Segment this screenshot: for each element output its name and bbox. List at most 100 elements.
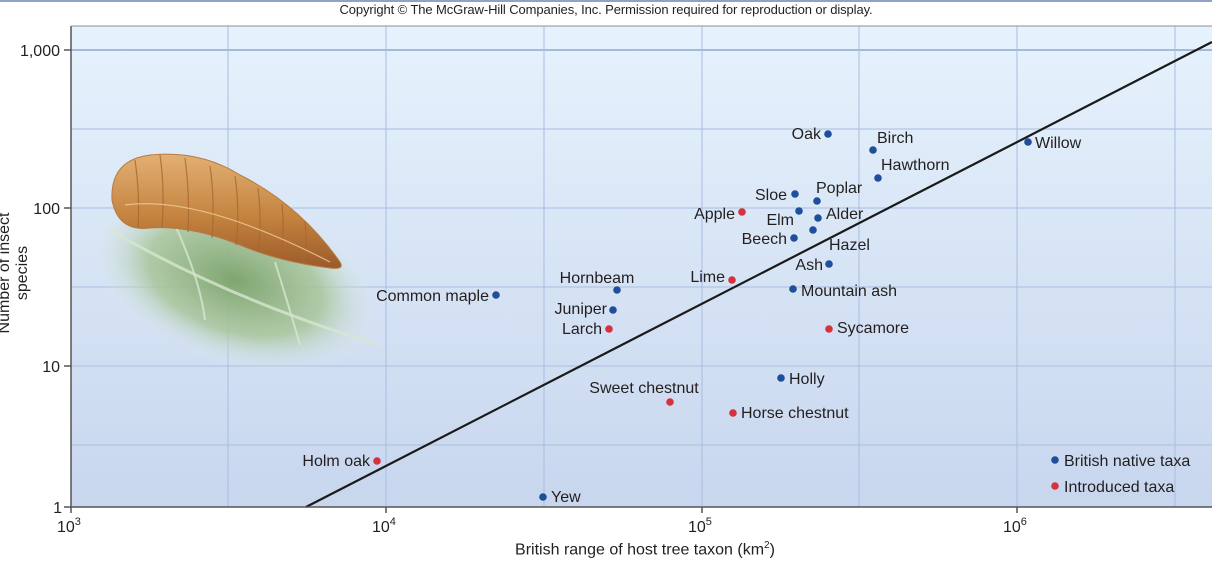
point-label: Hazel	[829, 237, 870, 254]
y-tick-1000: 1,000	[20, 43, 60, 60]
gridlines	[71, 26, 1212, 507]
caterpillar-on-leaf-illustration	[89, 153, 381, 374]
data-point-ash: Ash	[795, 257, 833, 274]
point-marker-icon	[869, 146, 877, 154]
point-marker-icon	[729, 409, 737, 417]
point-label: Apple	[694, 206, 735, 223]
point-label: Hawthorn	[881, 157, 949, 174]
data-point-sloe: Sloe	[755, 187, 799, 204]
data-point-holly: Holly	[777, 371, 825, 388]
point-marker-icon	[809, 226, 817, 234]
data-point-oak: Oak	[792, 126, 832, 143]
point-marker-icon	[728, 276, 736, 284]
data-point-sweet-chestnut: Sweet chestnut	[589, 380, 699, 406]
point-marker-icon	[791, 190, 799, 198]
y-axis-label: Number of insect species	[0, 212, 31, 334]
point-marker-icon	[373, 457, 381, 465]
point-marker-icon	[790, 234, 798, 242]
x-axis-label: British range of host tree taxon (km2)	[0, 540, 1212, 559]
y-tick-10: 10	[42, 359, 60, 376]
data-point-yew: Yew	[539, 489, 581, 506]
axes	[64, 25, 1212, 513]
point-label: Sweet chestnut	[589, 380, 699, 397]
data-point-willow: Willow	[1024, 135, 1082, 152]
point-label: Oak	[792, 126, 822, 143]
legend-item-native: British native taxa	[1051, 453, 1190, 470]
data-point-mountain-ash: Mountain ash	[789, 283, 897, 300]
point-label: Beech	[742, 231, 787, 248]
point-marker-icon	[825, 325, 833, 333]
point-label: Holly	[789, 371, 825, 388]
x-axis-label-superscript: 2	[764, 540, 770, 551]
x-tick-1e3: 103	[57, 516, 81, 536]
data-point-juniper: Juniper	[555, 301, 617, 318]
data-points: Oak Birch Hawthorn Willow Sloe Poplar Elm Alder…	[302, 126, 1081, 506]
point-marker-icon	[613, 286, 621, 294]
point-marker-icon	[539, 493, 547, 501]
copyright-notice: Copyright © The McGraw-Hill Companies, I…	[339, 2, 873, 17]
point-marker-icon	[814, 214, 822, 222]
regression-line	[305, 41, 1212, 508]
point-marker-icon	[824, 130, 832, 138]
point-marker-icon	[777, 374, 785, 382]
point-label: Birch	[877, 130, 913, 147]
top-border	[0, 0, 1212, 2]
data-point-beech: Beech	[742, 231, 798, 248]
point-label: Alder	[826, 206, 864, 223]
data-point-elm: Elm	[766, 207, 803, 229]
x-tick-1e6: 106	[1003, 516, 1027, 536]
point-marker-icon	[738, 208, 746, 216]
data-point-hazel: Hazel	[809, 226, 870, 254]
y-tick-labels: 1,000 100 10 1	[20, 43, 62, 517]
point-marker-icon	[789, 285, 797, 293]
y-tick-100: 100	[33, 201, 60, 218]
data-point-hawthorn: Hawthorn	[874, 157, 949, 182]
data-point-common-maple: Common maple	[376, 288, 500, 305]
native-dot-icon	[1051, 456, 1059, 464]
point-label: Lime	[690, 269, 725, 286]
point-label: Holm oak	[302, 453, 371, 470]
data-point-birch: Birch	[869, 130, 913, 154]
point-marker-icon	[813, 197, 821, 205]
point-label: Elm	[766, 212, 794, 229]
data-point-sycamore: Sycamore	[825, 320, 909, 337]
legend-item-introduced: Introduced taxa	[1051, 479, 1174, 496]
point-label: Hornbeam	[560, 270, 635, 287]
point-label: Sycamore	[837, 320, 909, 337]
point-label: Yew	[551, 489, 581, 506]
x-tick-labels: 103 104 105 106	[57, 516, 1027, 536]
data-point-alder: Alder	[814, 206, 864, 223]
x-axis-label-close: )	[769, 541, 775, 559]
point-label: Larch	[562, 321, 602, 338]
data-point-apple: Apple	[694, 206, 746, 223]
point-label: Ash	[795, 257, 823, 274]
legend-label-native: British native taxa	[1064, 453, 1190, 470]
point-label: Horse chestnut	[741, 405, 849, 422]
point-marker-icon	[1024, 138, 1032, 146]
data-point-poplar: Poplar	[813, 180, 863, 205]
data-point-holm-oak: Holm oak	[302, 453, 381, 470]
point-label: Juniper	[555, 301, 608, 318]
x-tick-1e4: 104	[372, 516, 396, 536]
point-marker-icon	[666, 398, 674, 406]
point-marker-icon	[795, 207, 803, 215]
legend: British native taxa Introduced taxa	[1051, 453, 1190, 496]
x-axis-label-text: British range of host tree taxon (km	[515, 541, 765, 559]
y-tick-1: 1	[53, 500, 62, 517]
data-point-hornbeam: Hornbeam	[560, 270, 635, 294]
data-point-lime: Lime	[690, 269, 736, 286]
legend-label-introduced: Introduced taxa	[1064, 479, 1174, 496]
introduced-dot-icon	[1051, 482, 1059, 490]
point-marker-icon	[825, 260, 833, 268]
data-point-horse-chestnut: Horse chestnut	[729, 405, 849, 422]
point-marker-icon	[874, 174, 882, 182]
point-label: Sloe	[755, 187, 787, 204]
point-marker-icon	[609, 306, 617, 314]
x-tick-1e5: 105	[688, 516, 712, 536]
point-label: Common maple	[376, 288, 489, 305]
point-label: Poplar	[816, 180, 863, 197]
point-marker-icon	[605, 325, 613, 333]
point-marker-icon	[492, 291, 500, 299]
data-point-larch: Larch	[562, 321, 613, 338]
